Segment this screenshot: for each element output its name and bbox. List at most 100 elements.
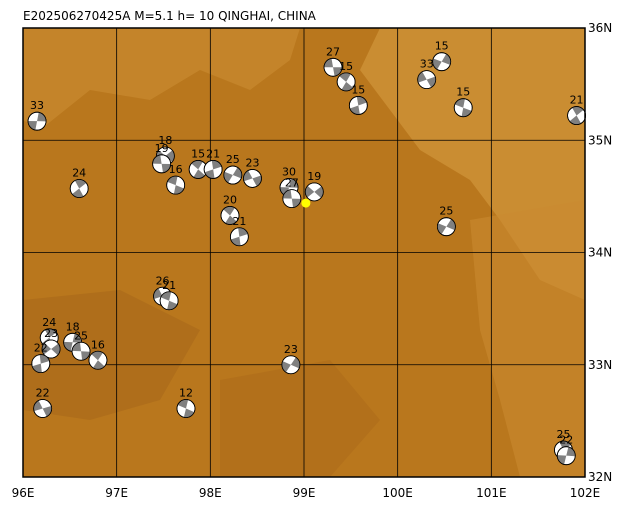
compression-quadrant (204, 169, 215, 179)
compression-quadrant (446, 219, 456, 231)
beachball-outline (220, 206, 240, 225)
focal-mechanism (31, 354, 51, 374)
compression-quadrant (223, 171, 233, 183)
y-tick-label: 36N (588, 21, 612, 35)
compression-quadrant (191, 160, 203, 170)
depth-label: 25 (439, 205, 453, 218)
x-tick-label: 99E (293, 486, 316, 500)
map-frame (22, 27, 586, 478)
beachball-outline (152, 154, 172, 174)
compression-quadrant (72, 333, 82, 343)
compression-quadrant (32, 363, 42, 373)
depth-label: 23 (44, 327, 58, 340)
depth-label: 15 (435, 40, 449, 53)
beachball-outline (31, 354, 51, 374)
map-title: E202506270425A M=5.1 h= 10 QINGHAI, CHIN… (23, 9, 317, 23)
compression-quadrant (72, 188, 84, 198)
beachball-outline (71, 341, 91, 361)
focal-mechanism (304, 182, 324, 202)
focal-mechanism (27, 111, 47, 131)
compression-quadrant (417, 71, 427, 83)
focal-mechanism (417, 70, 437, 90)
focal-mechanism (567, 106, 586, 125)
focal-mechanism (203, 160, 223, 179)
focal-mechanism (453, 98, 473, 118)
focal-mechanism (323, 57, 343, 77)
beachball-outline (348, 96, 368, 115)
compression-quadrant (39, 354, 50, 364)
focal-mechanism (336, 72, 356, 92)
focal-mechanism (243, 169, 262, 188)
depth-label: 25 (226, 153, 240, 166)
focal-mechanism (159, 291, 179, 311)
depth-label: 27 (285, 177, 299, 190)
depth-label: 15 (456, 86, 470, 99)
depth-label: 20 (223, 193, 237, 206)
beachball-outline (323, 57, 343, 77)
compression-quadrant (211, 160, 222, 170)
compression-quadrant (81, 351, 91, 361)
focal-mechanism (176, 399, 196, 418)
depth-label: 21 (232, 215, 246, 228)
compression-quadrant (72, 342, 82, 352)
compression-quadrant (324, 58, 334, 68)
depth-label: 15 (351, 83, 365, 96)
depth-label: 25 (74, 329, 88, 342)
beachball-outline (159, 291, 179, 311)
compression-quadrant (341, 81, 354, 91)
compression-quadrant (232, 167, 242, 179)
x-tick-label: 96E (12, 486, 35, 500)
compression-quadrant (161, 163, 171, 173)
compression-quadrant (28, 121, 38, 131)
depth-label: 25 (556, 428, 570, 441)
compression-quadrant (333, 67, 343, 77)
focal-mechanism (281, 355, 301, 375)
compression-quadrant (356, 96, 367, 106)
compression-quadrant (426, 76, 436, 88)
focal-mechanism (166, 175, 186, 195)
compression-quadrant (432, 58, 442, 70)
depth-label: 16 (169, 163, 183, 176)
compression-quadrant (225, 215, 237, 225)
depth-label: 21 (162, 279, 176, 292)
beachball-outline (203, 160, 223, 179)
compression-quadrant (349, 105, 360, 115)
compression-quadrant (165, 150, 175, 162)
beachball-outline (432, 52, 452, 72)
depth-label: 24 (72, 167, 86, 180)
compression-quadrant (566, 446, 576, 457)
depth-label: 23 (284, 343, 298, 356)
compression-quadrant (339, 72, 351, 82)
depth-label: 22 (36, 387, 50, 400)
beachball-outline (556, 446, 576, 466)
beachball-outline (243, 169, 262, 188)
compression-quadrant (153, 288, 163, 300)
depth-label: 33 (30, 99, 44, 112)
compression-quadrant (289, 178, 299, 188)
depth-label: 27 (326, 45, 340, 58)
beachball-outline (336, 72, 356, 92)
beachball-outline (176, 399, 196, 418)
beachball-outline (166, 175, 186, 195)
compression-quadrant (557, 455, 567, 465)
y-tick-label: 34N (588, 246, 612, 260)
focal-mechanism (223, 165, 243, 185)
depth-label: 15 (339, 60, 353, 73)
beachball-outline (282, 189, 302, 209)
depth-label: 30 (282, 165, 296, 178)
compression-quadrant (37, 112, 47, 122)
beachball-outline (304, 182, 324, 202)
x-tick-label: 97E (105, 486, 128, 500)
beachball-outline (69, 179, 89, 198)
focal-mechanism (556, 446, 576, 466)
focal-mechanism (152, 154, 172, 174)
x-tick-label: 100E (382, 486, 413, 500)
depth-label: 18 (66, 320, 80, 333)
focal-mechanism (282, 189, 302, 209)
focal-mechanism (229, 227, 249, 247)
beachball-outline (453, 98, 473, 118)
depth-label: 19 (307, 170, 321, 183)
depth-label: 23 (245, 156, 259, 169)
focal-mechanism (436, 217, 456, 237)
